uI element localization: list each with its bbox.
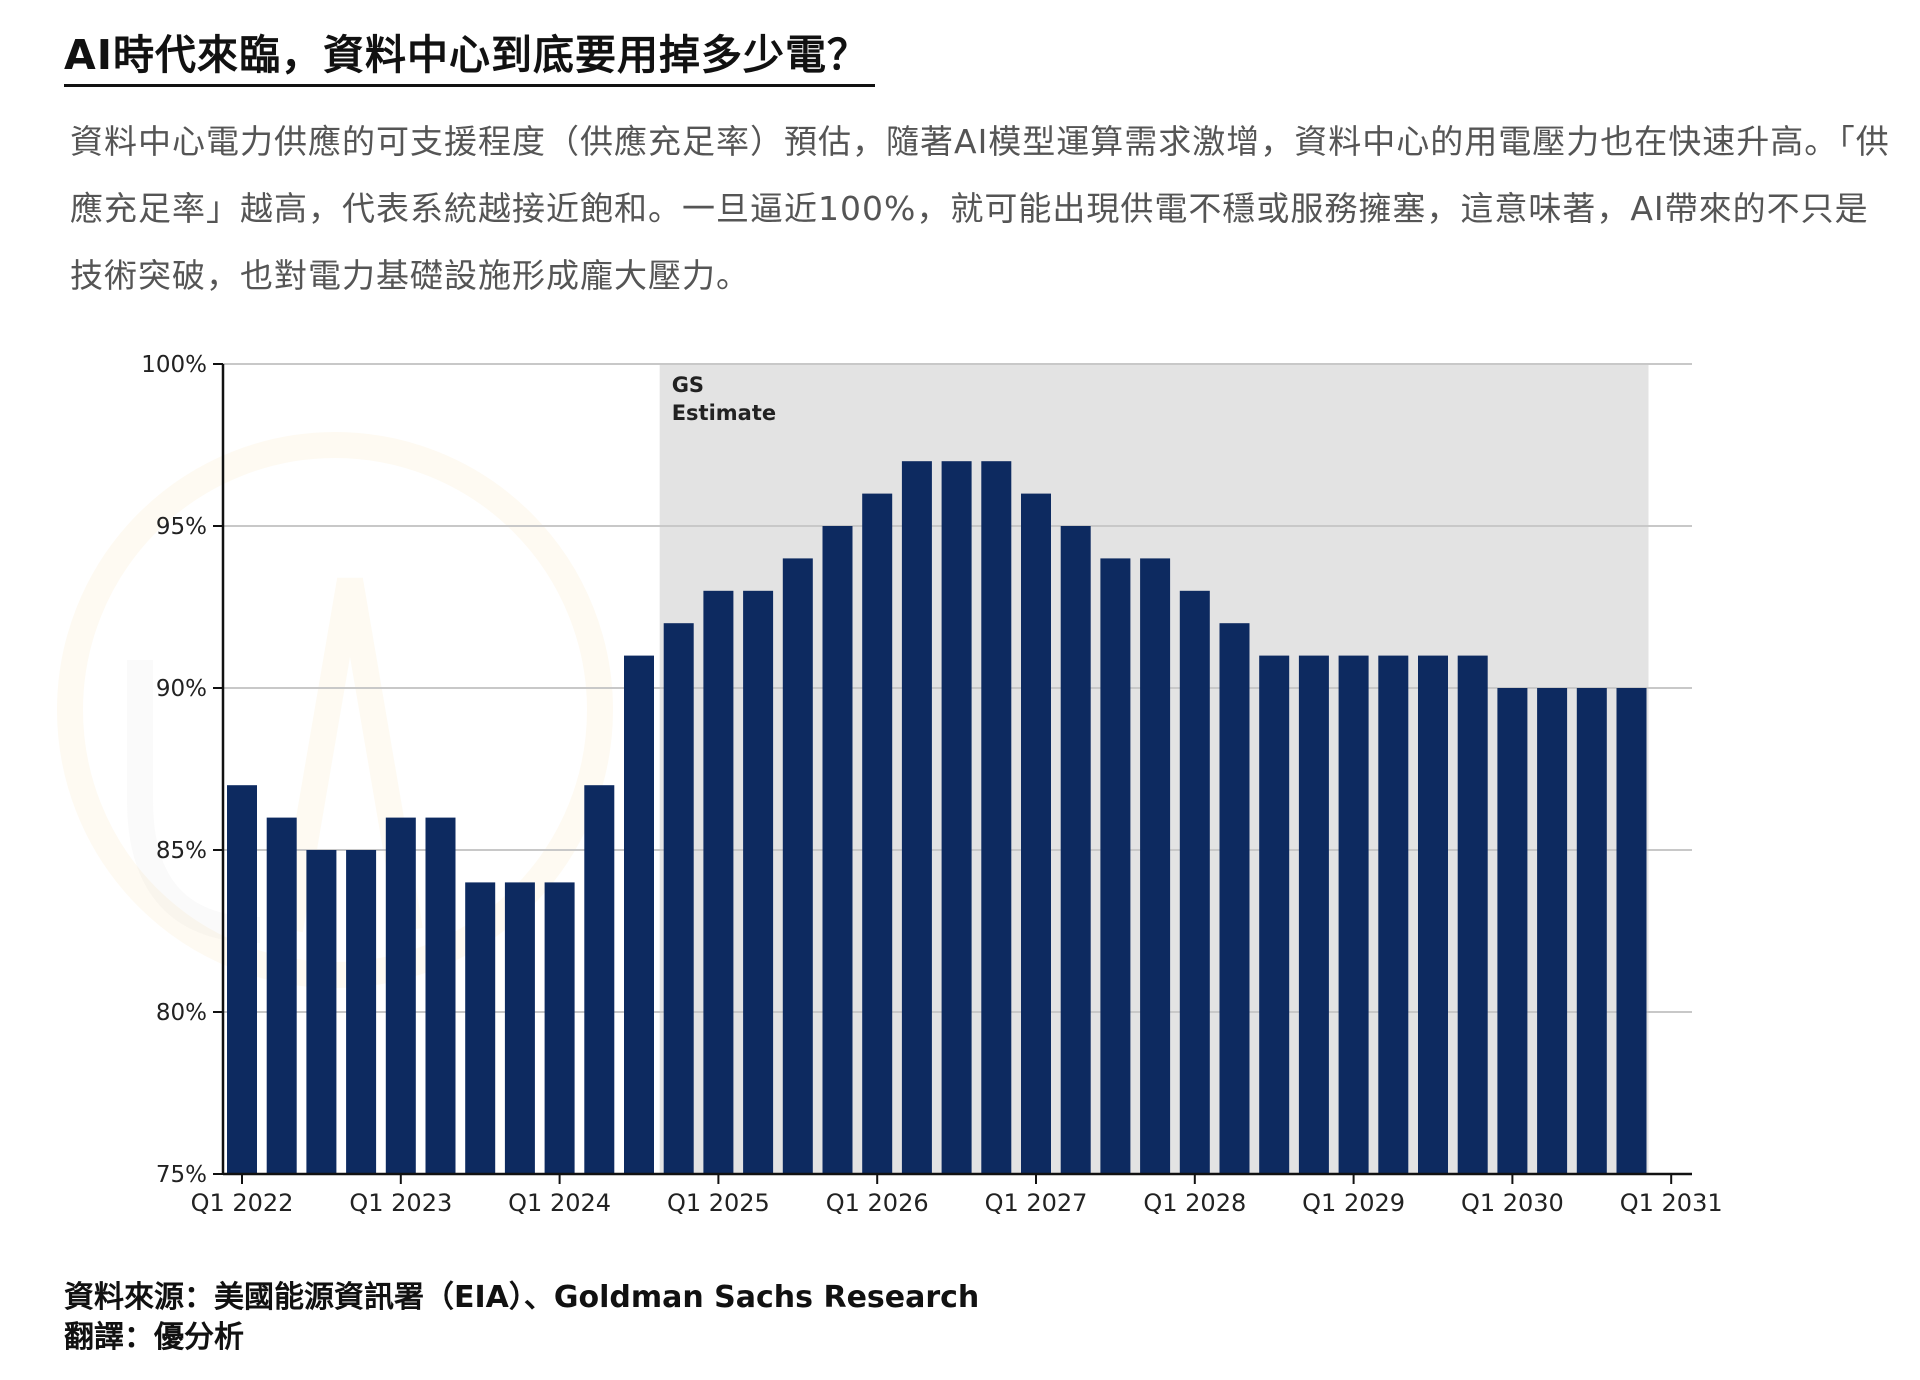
bar xyxy=(1497,688,1528,1174)
bar xyxy=(1616,688,1647,1174)
bar xyxy=(941,461,972,1174)
estimate-label-line1: GS xyxy=(672,373,704,397)
x-tick-label: Q1 2027 xyxy=(985,1189,1088,1217)
bar xyxy=(465,882,496,1174)
chart-container: GS Estimate 100% 95% 90% 85% 80% 75% Q1 2022 Q1 2… xyxy=(0,330,1920,1250)
bar xyxy=(901,461,932,1174)
bar xyxy=(1457,655,1488,1174)
bar xyxy=(425,817,456,1174)
bar xyxy=(624,655,654,1174)
bar xyxy=(346,850,377,1174)
source-line: 資料來源：美國能源資訊署（EIA）、Goldman Sachs Research xyxy=(64,1280,980,1315)
bar xyxy=(1219,623,1250,1174)
x-tick-label: Q1 2026 xyxy=(826,1189,929,1217)
bar xyxy=(703,590,734,1174)
bar xyxy=(1576,688,1607,1174)
axes xyxy=(221,364,1692,1184)
bar xyxy=(227,785,257,1174)
bar xyxy=(981,461,1012,1174)
bar xyxy=(663,623,694,1174)
source-notes: 資料來源：美國能源資訊署（EIA）、Goldman Sachs Research… xyxy=(64,1278,979,1358)
title-container: AI時代來臨，資料中心到底要用掉多少電？ xyxy=(64,26,875,87)
bar xyxy=(743,590,774,1174)
bar xyxy=(862,493,893,1175)
bar-series xyxy=(227,461,1647,1175)
x-tick-label: Q1 2025 xyxy=(667,1189,770,1217)
page-title: AI時代來臨，資料中心到底要用掉多少電？ xyxy=(64,26,875,87)
bar xyxy=(1100,558,1131,1174)
bar xyxy=(1259,655,1290,1174)
x-tick-label: Q1 2028 xyxy=(1143,1189,1246,1217)
estimate-label-line2: Estimate xyxy=(672,401,776,425)
bar xyxy=(1298,655,1329,1174)
x-tick-label: Q1 2022 xyxy=(191,1189,294,1217)
y-tick-label: 100% xyxy=(141,352,207,378)
bar xyxy=(1060,526,1091,1174)
bar xyxy=(822,526,853,1174)
bar xyxy=(584,785,615,1174)
bar xyxy=(544,882,575,1174)
description-paragraph: 資料中心電力供應的可支援程度（供應充足率）預估，隨著AI模型運算需求激增，資料中… xyxy=(70,122,1890,295)
x-tick-label: Q1 2031 xyxy=(1620,1189,1723,1217)
bar xyxy=(1378,655,1409,1174)
axis-labels: GS Estimate 100% 95% 90% 85% 80% 75%Q1 2022 Q1 2… xyxy=(141,352,1722,1217)
bar xyxy=(266,817,297,1174)
y-tick-label: 80% xyxy=(156,1000,207,1026)
y-tick-label: 95% xyxy=(156,514,207,540)
x-tick-label: Q1 2024 xyxy=(508,1189,611,1217)
bar xyxy=(1179,590,1210,1174)
bar xyxy=(1338,655,1369,1174)
watermark-a-shape xyxy=(277,577,423,933)
x-tick-label: Q1 2030 xyxy=(1461,1189,1564,1217)
bar xyxy=(1140,558,1171,1174)
x-tick-label: Q1 2023 xyxy=(349,1189,452,1217)
bar-chart: GS Estimate 100% 95% 90% 85% 80% 75%Q1 2022 Q1 2… xyxy=(57,352,1723,1217)
y-tick-label: 85% xyxy=(156,838,207,864)
bar xyxy=(1418,655,1448,1174)
bar xyxy=(504,882,535,1174)
bar xyxy=(306,850,337,1174)
y-tick-label: 90% xyxy=(156,676,207,702)
bar xyxy=(1537,688,1568,1174)
x-tick-label: Q1 2029 xyxy=(1302,1189,1405,1217)
translator-line: 翻譯：優分析 xyxy=(64,1320,244,1355)
y-tick-label: 75% xyxy=(156,1162,207,1188)
bar xyxy=(385,817,416,1174)
bar xyxy=(1021,493,1051,1175)
bar xyxy=(782,558,813,1174)
